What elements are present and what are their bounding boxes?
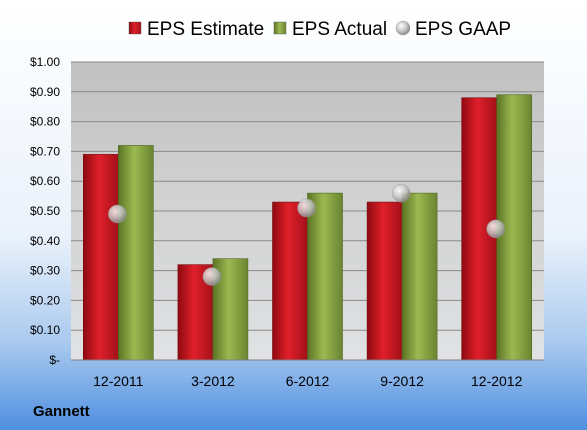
y-tick-label: $0.40 [30,234,60,248]
legend-swatch [395,20,411,36]
x-category-label: 9-2012 [380,373,424,389]
bar-eps-estimate [366,201,403,361]
y-axis-tick-labels: $- $0.10 $0.20 $0.30 $0.40 $0.50 $0.60 $0.70 $0.… [30,55,60,367]
legend-item-eps-gaap: EPS GAAP [395,19,511,40]
legend-swatch [273,21,287,35]
bar-eps-estimate [272,201,308,361]
x-axis-category-labels: 12-2011 3-2012 6-2012 9-2012 12-2012 [93,373,522,389]
y-tick-label: $0.80 [30,115,60,129]
x-category-label: 12-2012 [471,373,523,389]
y-tick-label: $0.10 [30,323,60,337]
y-tick-label: $- [49,353,60,367]
x-category-label: 6-2012 [286,373,330,389]
company-name: Gannett [33,403,90,420]
legend-swatch [128,21,142,35]
marker-eps-gaap [202,267,222,286]
marker-eps-gaap [297,198,316,218]
legend-label: EPS GAAP [415,19,511,40]
y-tick-label: $1.00 [30,55,60,69]
x-category-label: 12-2011 [93,373,144,389]
legend-item-eps-actual: EPS Actual [273,19,387,40]
bar-eps-actual [401,192,438,361]
y-tick-label: $0.30 [30,264,60,278]
marker-eps-gaap [391,183,411,203]
bar-eps-actual [118,145,154,361]
gaap-markers [108,183,505,286]
marker-eps-gaap [486,219,505,239]
legend-label: EPS Actual [292,19,387,40]
marker-eps-gaap [108,204,127,224]
x-category-label: 3-2012 [191,373,235,389]
y-tick-label: $0.60 [30,174,60,188]
y-tick-label: $0.20 [30,293,60,307]
bar-eps-estimate [83,154,119,361]
legend-item-eps-estimate: EPS Estimate [128,19,264,40]
y-tick-label: $0.90 [30,85,60,99]
bar-eps-actual [307,192,343,361]
y-tick-label: $0.50 [30,204,60,218]
y-tick-label: $0.70 [30,144,60,158]
legend-label: EPS Estimate [147,19,264,40]
legend: EPS Estimate EPS Actual EPS GAAP [128,19,511,40]
